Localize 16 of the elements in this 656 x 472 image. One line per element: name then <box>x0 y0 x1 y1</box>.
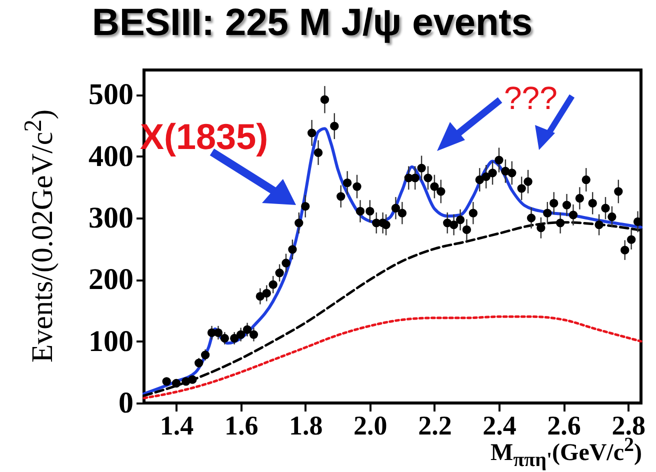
y-tick-label: 500 <box>88 78 134 112</box>
x-tick-label: 2.2 <box>418 410 452 440</box>
x-tick-label: 1.4 <box>160 410 194 440</box>
y-tick-label: 100 <box>88 324 134 358</box>
y-tick-label: 200 <box>88 263 134 296</box>
x-tick-label: 1.8 <box>288 410 323 440</box>
x-tick-label: 2.6 <box>547 410 581 440</box>
x-tick-label: 1.6 <box>224 410 258 440</box>
x-tick-label: 2.4 <box>482 410 516 440</box>
chart-title: BESIII: 225 M J/ψ events <box>92 2 532 45</box>
line-series <box>142 315 642 400</box>
y-tick-label: 300 <box>88 202 134 234</box>
x-tick-label: 2.0 <box>354 410 388 440</box>
annotation: ??? <box>504 80 558 117</box>
y-tick-label: 400 <box>88 140 134 173</box>
y-tick-label: 0 <box>118 386 134 420</box>
